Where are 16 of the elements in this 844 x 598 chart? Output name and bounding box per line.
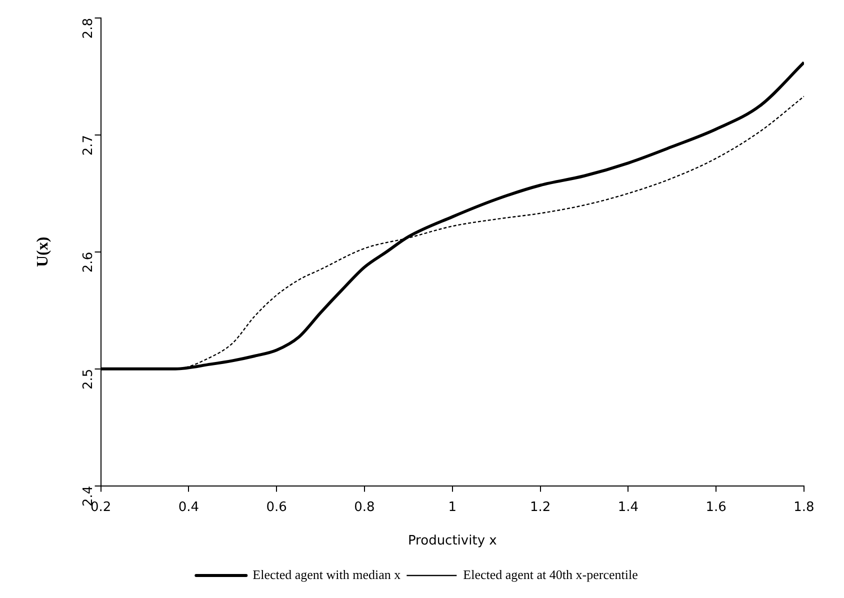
y-tick-label: 2.7 <box>81 134 96 156</box>
x-tick-label: 0.8 <box>354 500 375 515</box>
x-tick-label: 0.6 <box>266 500 287 515</box>
x-tick-label: 1.6 <box>706 500 726 515</box>
y-tick-label: 2.8 <box>81 18 96 39</box>
x-tick-label: 0.4 <box>178 500 200 515</box>
x-tick-label: 1 <box>448 500 457 515</box>
x-tick-label: 1.4 <box>618 500 639 515</box>
x-tick-label: 1.8 <box>794 500 814 515</box>
legend-label: Elected agent at 40th x-percentile <box>463 566 638 582</box>
y-tick-label: 2.5 <box>81 368 96 390</box>
x-tick-label: 1.2 <box>530 500 551 515</box>
y-tick-label: 2.6 <box>81 252 96 273</box>
legend-label: Elected agent with median x <box>252 566 402 582</box>
x-axis-title: Productivity x <box>408 534 498 549</box>
y-axis-title: U(x) <box>34 236 52 268</box>
